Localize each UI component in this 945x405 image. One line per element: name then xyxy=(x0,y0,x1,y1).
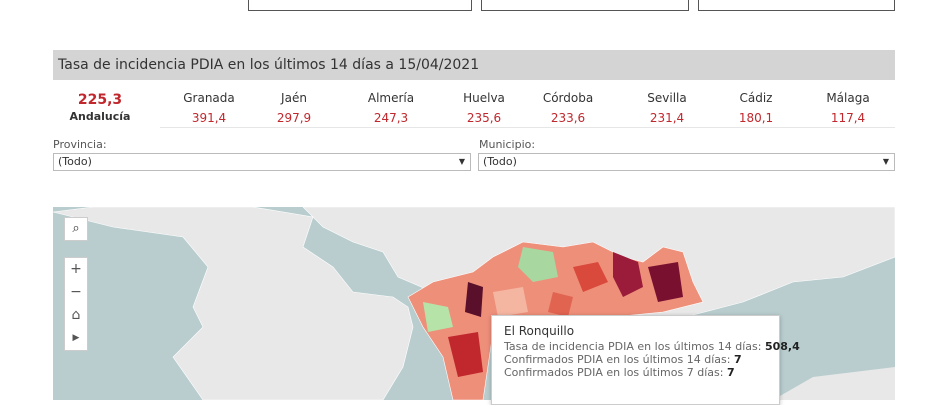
area xyxy=(518,247,558,282)
tooltip-value: 7 xyxy=(726,366,735,379)
divider xyxy=(160,127,895,128)
dropdown-value: (Todo) xyxy=(58,155,92,168)
province-value: 391,4 xyxy=(191,111,227,125)
zoom-controls: + − ⌂ ▶ xyxy=(64,257,88,351)
search-button[interactable]: ⌕ xyxy=(64,217,88,241)
tooltip-label: Confirmados PDIA en los últimos 14 días: xyxy=(504,353,731,366)
province-value: 235,6 xyxy=(466,111,502,125)
area xyxy=(465,282,483,317)
dropdown[interactable]: (Todo) ▼ xyxy=(53,153,471,171)
province-name: Cádiz xyxy=(739,91,773,105)
province-value: 231,4 xyxy=(649,111,685,125)
tooltip-line: Confirmados PDIA en los últimos 14 días:… xyxy=(504,353,767,366)
home[interactable]: ⌂ xyxy=(71,307,81,323)
land xyxy=(53,207,414,400)
tooltip-value: 7 xyxy=(733,353,742,366)
province-value: 297,9 xyxy=(276,111,312,125)
tooltip-value: 508,4 xyxy=(764,340,800,353)
dropdown-arrow: ▼ xyxy=(882,157,889,166)
province-name: Córdoba xyxy=(542,91,594,105)
province-name: Sevilla xyxy=(647,91,687,105)
province-value: 247,3 xyxy=(373,111,409,125)
pan[interactable]: ▶ xyxy=(72,333,80,343)
tooltip-line: Tasa de incidencia PDIA en los últimos 1… xyxy=(504,340,800,353)
kpi-box[interactable]: en los últimos 14 días xyxy=(481,0,689,11)
province-name: Jaén xyxy=(281,91,307,105)
section-title: Tasa de incidencia PDIA en los últimos 1… xyxy=(53,50,895,80)
province-name: Granada xyxy=(183,91,235,105)
area xyxy=(423,302,453,332)
area xyxy=(548,292,573,317)
province-name: Huelva xyxy=(463,91,505,105)
area xyxy=(573,262,608,292)
area xyxy=(493,287,528,317)
dropdown-value: (Todo) xyxy=(483,155,517,168)
dropdown[interactable]: (Todo) ▼ xyxy=(478,153,895,171)
tooltip-label: Tasa de incidencia PDIA en los últimos 1… xyxy=(504,340,762,353)
province-value: 180,1 xyxy=(738,111,774,125)
kpi-box[interactable]: en los últimos 14 días xyxy=(248,0,472,11)
province-value: 233,6 xyxy=(550,111,586,125)
area xyxy=(648,262,683,302)
province-name: Málaga xyxy=(826,91,870,105)
region-value: 225,3 xyxy=(77,92,123,108)
tooltip-lines: Tasa de incidencia PDIA en los últimos 1… xyxy=(504,340,800,379)
zoom-in[interactable]: + xyxy=(70,261,82,277)
region-name: Andalucía xyxy=(69,110,131,123)
tooltip-label: Confirmados PDIA en los últimos 7 días: xyxy=(504,366,724,379)
province-name: Almería xyxy=(367,91,415,105)
tooltip-line: Confirmados PDIA en los últimos 7 días: … xyxy=(504,366,767,379)
province-value: 117,4 xyxy=(830,111,866,125)
filter-label: Municipio: xyxy=(479,138,536,151)
land xyxy=(773,367,895,400)
dropdown-arrow: ▼ xyxy=(458,157,465,166)
kpi-box[interactable]: en los últimos 7 días xyxy=(698,0,895,11)
filter-label: Provincia: xyxy=(53,138,107,151)
tooltip-title: El Ronquillo xyxy=(504,324,575,338)
area xyxy=(448,332,483,377)
area xyxy=(613,252,643,297)
tooltip: El Ronquillo Tasa de incidencia PDIA en … xyxy=(491,315,800,405)
zoom-out[interactable]: − xyxy=(70,284,82,300)
